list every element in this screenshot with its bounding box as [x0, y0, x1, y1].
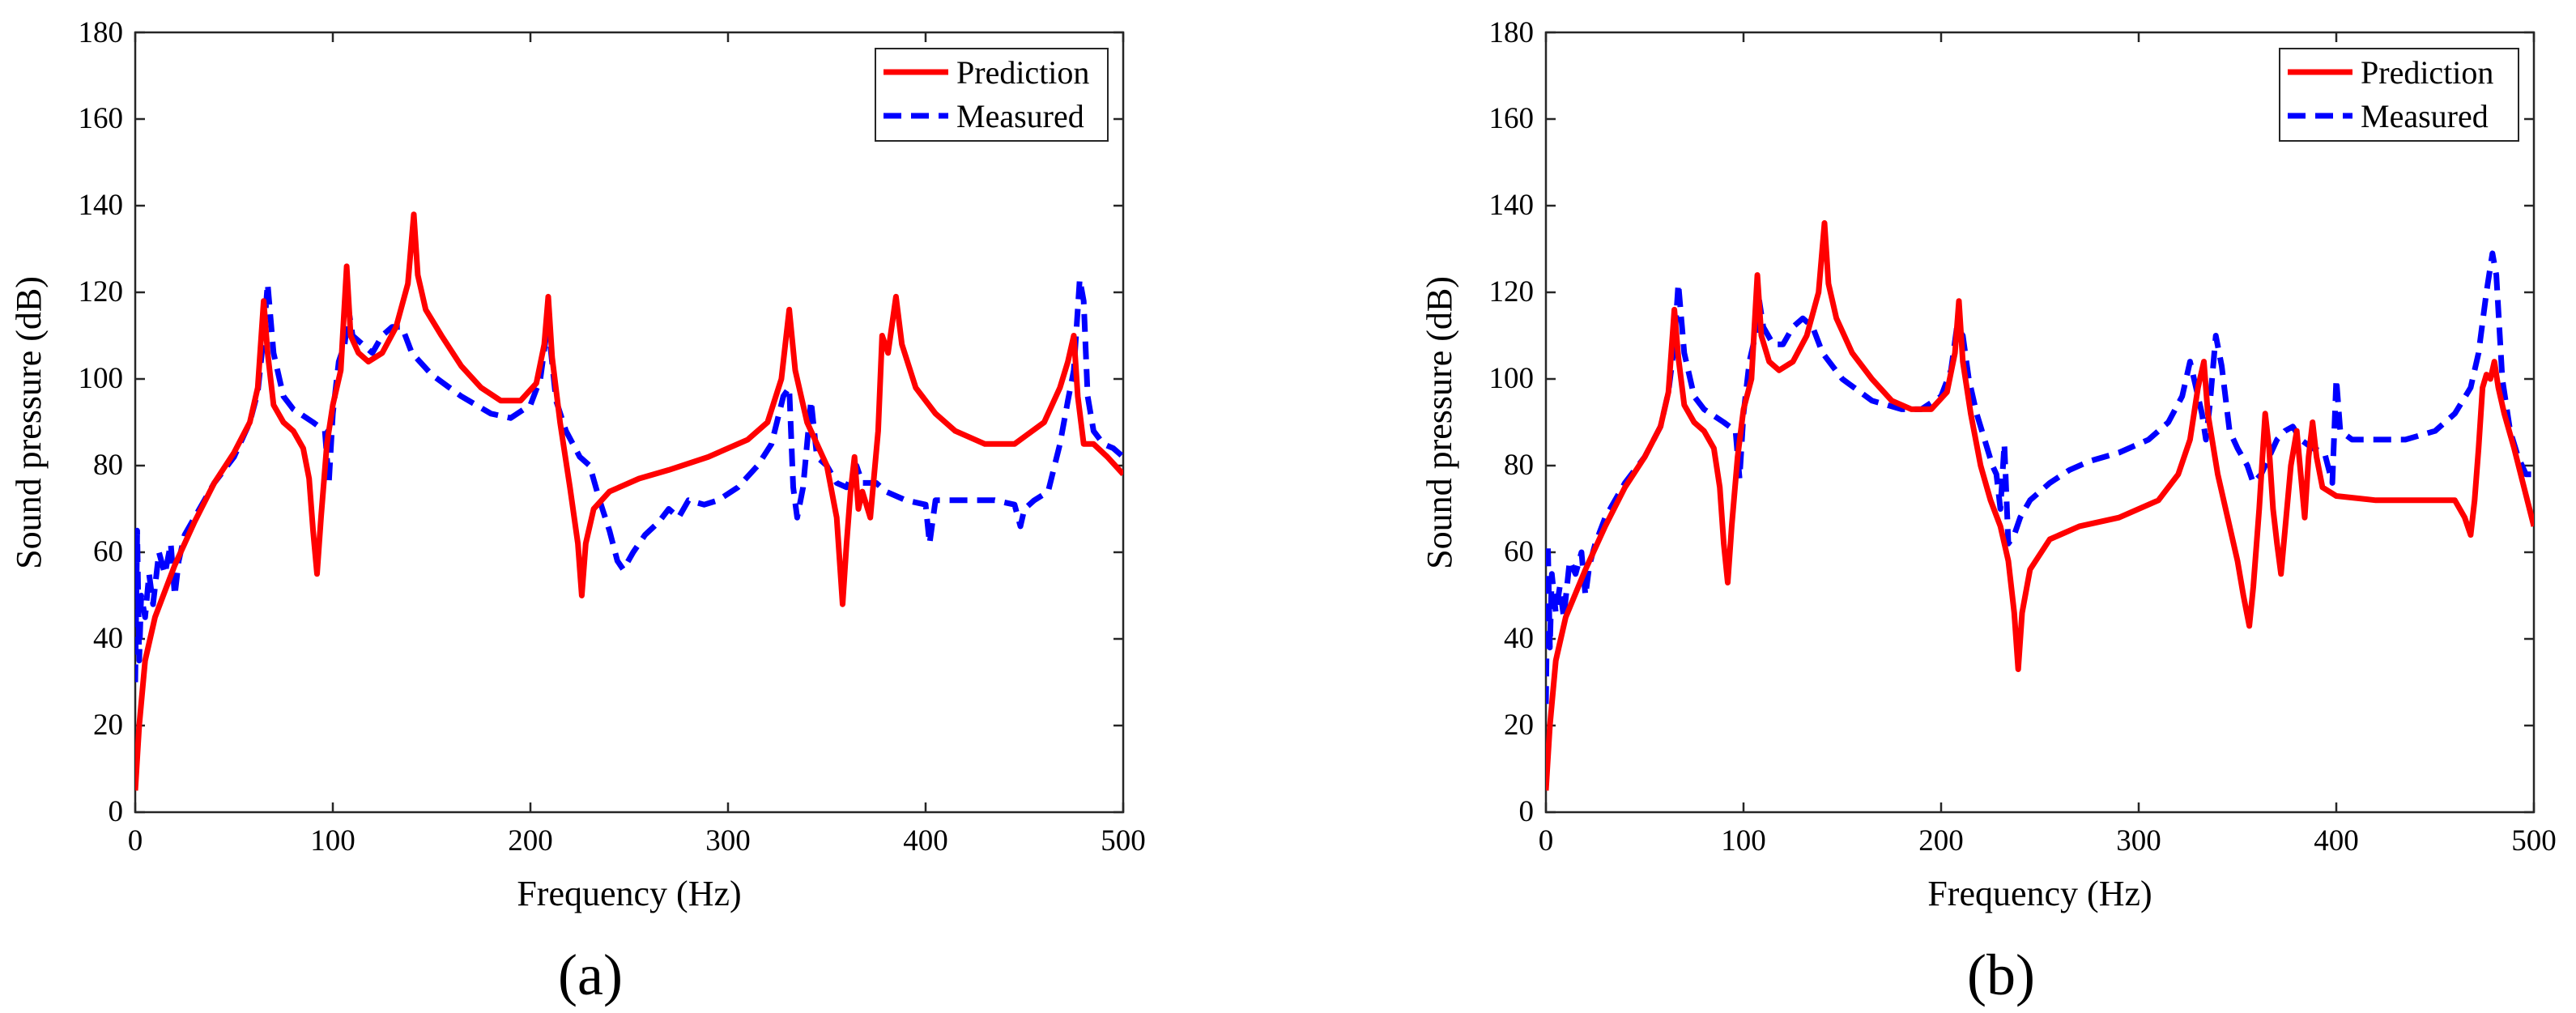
y-tick-label: 160 — [79, 102, 124, 135]
y-tick-label: 140 — [79, 189, 124, 222]
y-tick-label: 40 — [93, 622, 123, 655]
y-tick-label: 0 — [1519, 795, 1535, 828]
y-axis-label-b: Sound pressure (dB) — [1420, 276, 1459, 569]
x-tick-label: 300 — [705, 824, 751, 858]
y-tick-label: 80 — [93, 449, 123, 482]
x-ticks-a — [134, 32, 1125, 812]
x-tick-label: 400 — [2314, 824, 2359, 858]
y-tick-label: 120 — [1489, 275, 1535, 309]
x-tick-label: 500 — [1101, 824, 1146, 858]
series-line-prediction-a — [135, 211, 1123, 791]
x-axis-label-b: Frequency (Hz) — [1927, 874, 2152, 913]
y-tick-label: 40 — [1504, 622, 1534, 655]
panel-a: 0 20 40 60 80 100 120 140 160 180 0 100 … — [9, 16, 1146, 1007]
y-tick-label: 80 — [1504, 449, 1534, 482]
legend-b: Prediction Measured — [2279, 48, 2519, 142]
y-tick-label: 100 — [79, 362, 124, 395]
x-tick-label: 100 — [310, 824, 356, 858]
y-tick-label: 0 — [109, 795, 124, 828]
legend-label-prediction-a: Prediction — [956, 54, 1089, 91]
x-tick-labels-a: 0 100 200 300 400 500 — [128, 824, 1146, 858]
y-tick-labels-a: 0 20 40 60 80 100 120 140 160 180 — [79, 16, 124, 828]
x-tick-label: 400 — [903, 824, 948, 858]
y-tick-label: 180 — [79, 16, 124, 49]
plot-area-b — [1544, 31, 2536, 814]
panel-label-a: (a) — [558, 943, 623, 1007]
y-tick-label: 100 — [1489, 362, 1535, 395]
y-tick-label: 120 — [79, 275, 124, 309]
legend-label-measured-a: Measured — [956, 98, 1084, 134]
y-tick-label: 60 — [93, 535, 123, 568]
panel-label-b: (b) — [1967, 943, 2035, 1007]
x-axis-label-a: Frequency (Hz) — [517, 874, 741, 913]
x-tick-label: 100 — [1721, 824, 1766, 858]
x-tick-label: 0 — [1539, 824, 1554, 858]
legend-label-measured-b: Measured — [2361, 98, 2489, 134]
x-tick-label: 0 — [128, 824, 143, 858]
legend-a: Prediction Measured — [875, 48, 1109, 142]
y-axis-label-a: Sound pressure (dB) — [9, 276, 49, 569]
x-tick-label: 300 — [2116, 824, 2161, 858]
y-tick-label: 140 — [1489, 189, 1535, 222]
y-tick-label: 180 — [1489, 16, 1535, 49]
x-tick-labels-b: 0 100 200 300 400 500 — [1539, 824, 2557, 858]
y-tick-labels-b: 0 20 40 60 80 100 120 140 160 180 — [1489, 16, 1535, 828]
y-tick-label: 60 — [1504, 535, 1534, 568]
x-tick-label: 500 — [2511, 824, 2557, 858]
legend-box-b — [2279, 48, 2519, 142]
series-line-prediction-b — [1546, 219, 2534, 791]
panel-b: 0 20 40 60 80 100 120 140 160 180 0 100 … — [1420, 16, 2557, 1007]
x-ticks-b — [1544, 32, 2536, 812]
plot-area-a — [134, 31, 1125, 814]
legend-label-prediction-b: Prediction — [2361, 54, 2493, 91]
y-tick-label: 20 — [93, 709, 123, 742]
y-tick-label: 20 — [1504, 709, 1534, 742]
x-tick-label: 200 — [1918, 824, 1964, 858]
legend-box-a — [875, 48, 1109, 142]
y-tick-label: 160 — [1489, 102, 1535, 135]
x-tick-label: 200 — [508, 824, 553, 858]
